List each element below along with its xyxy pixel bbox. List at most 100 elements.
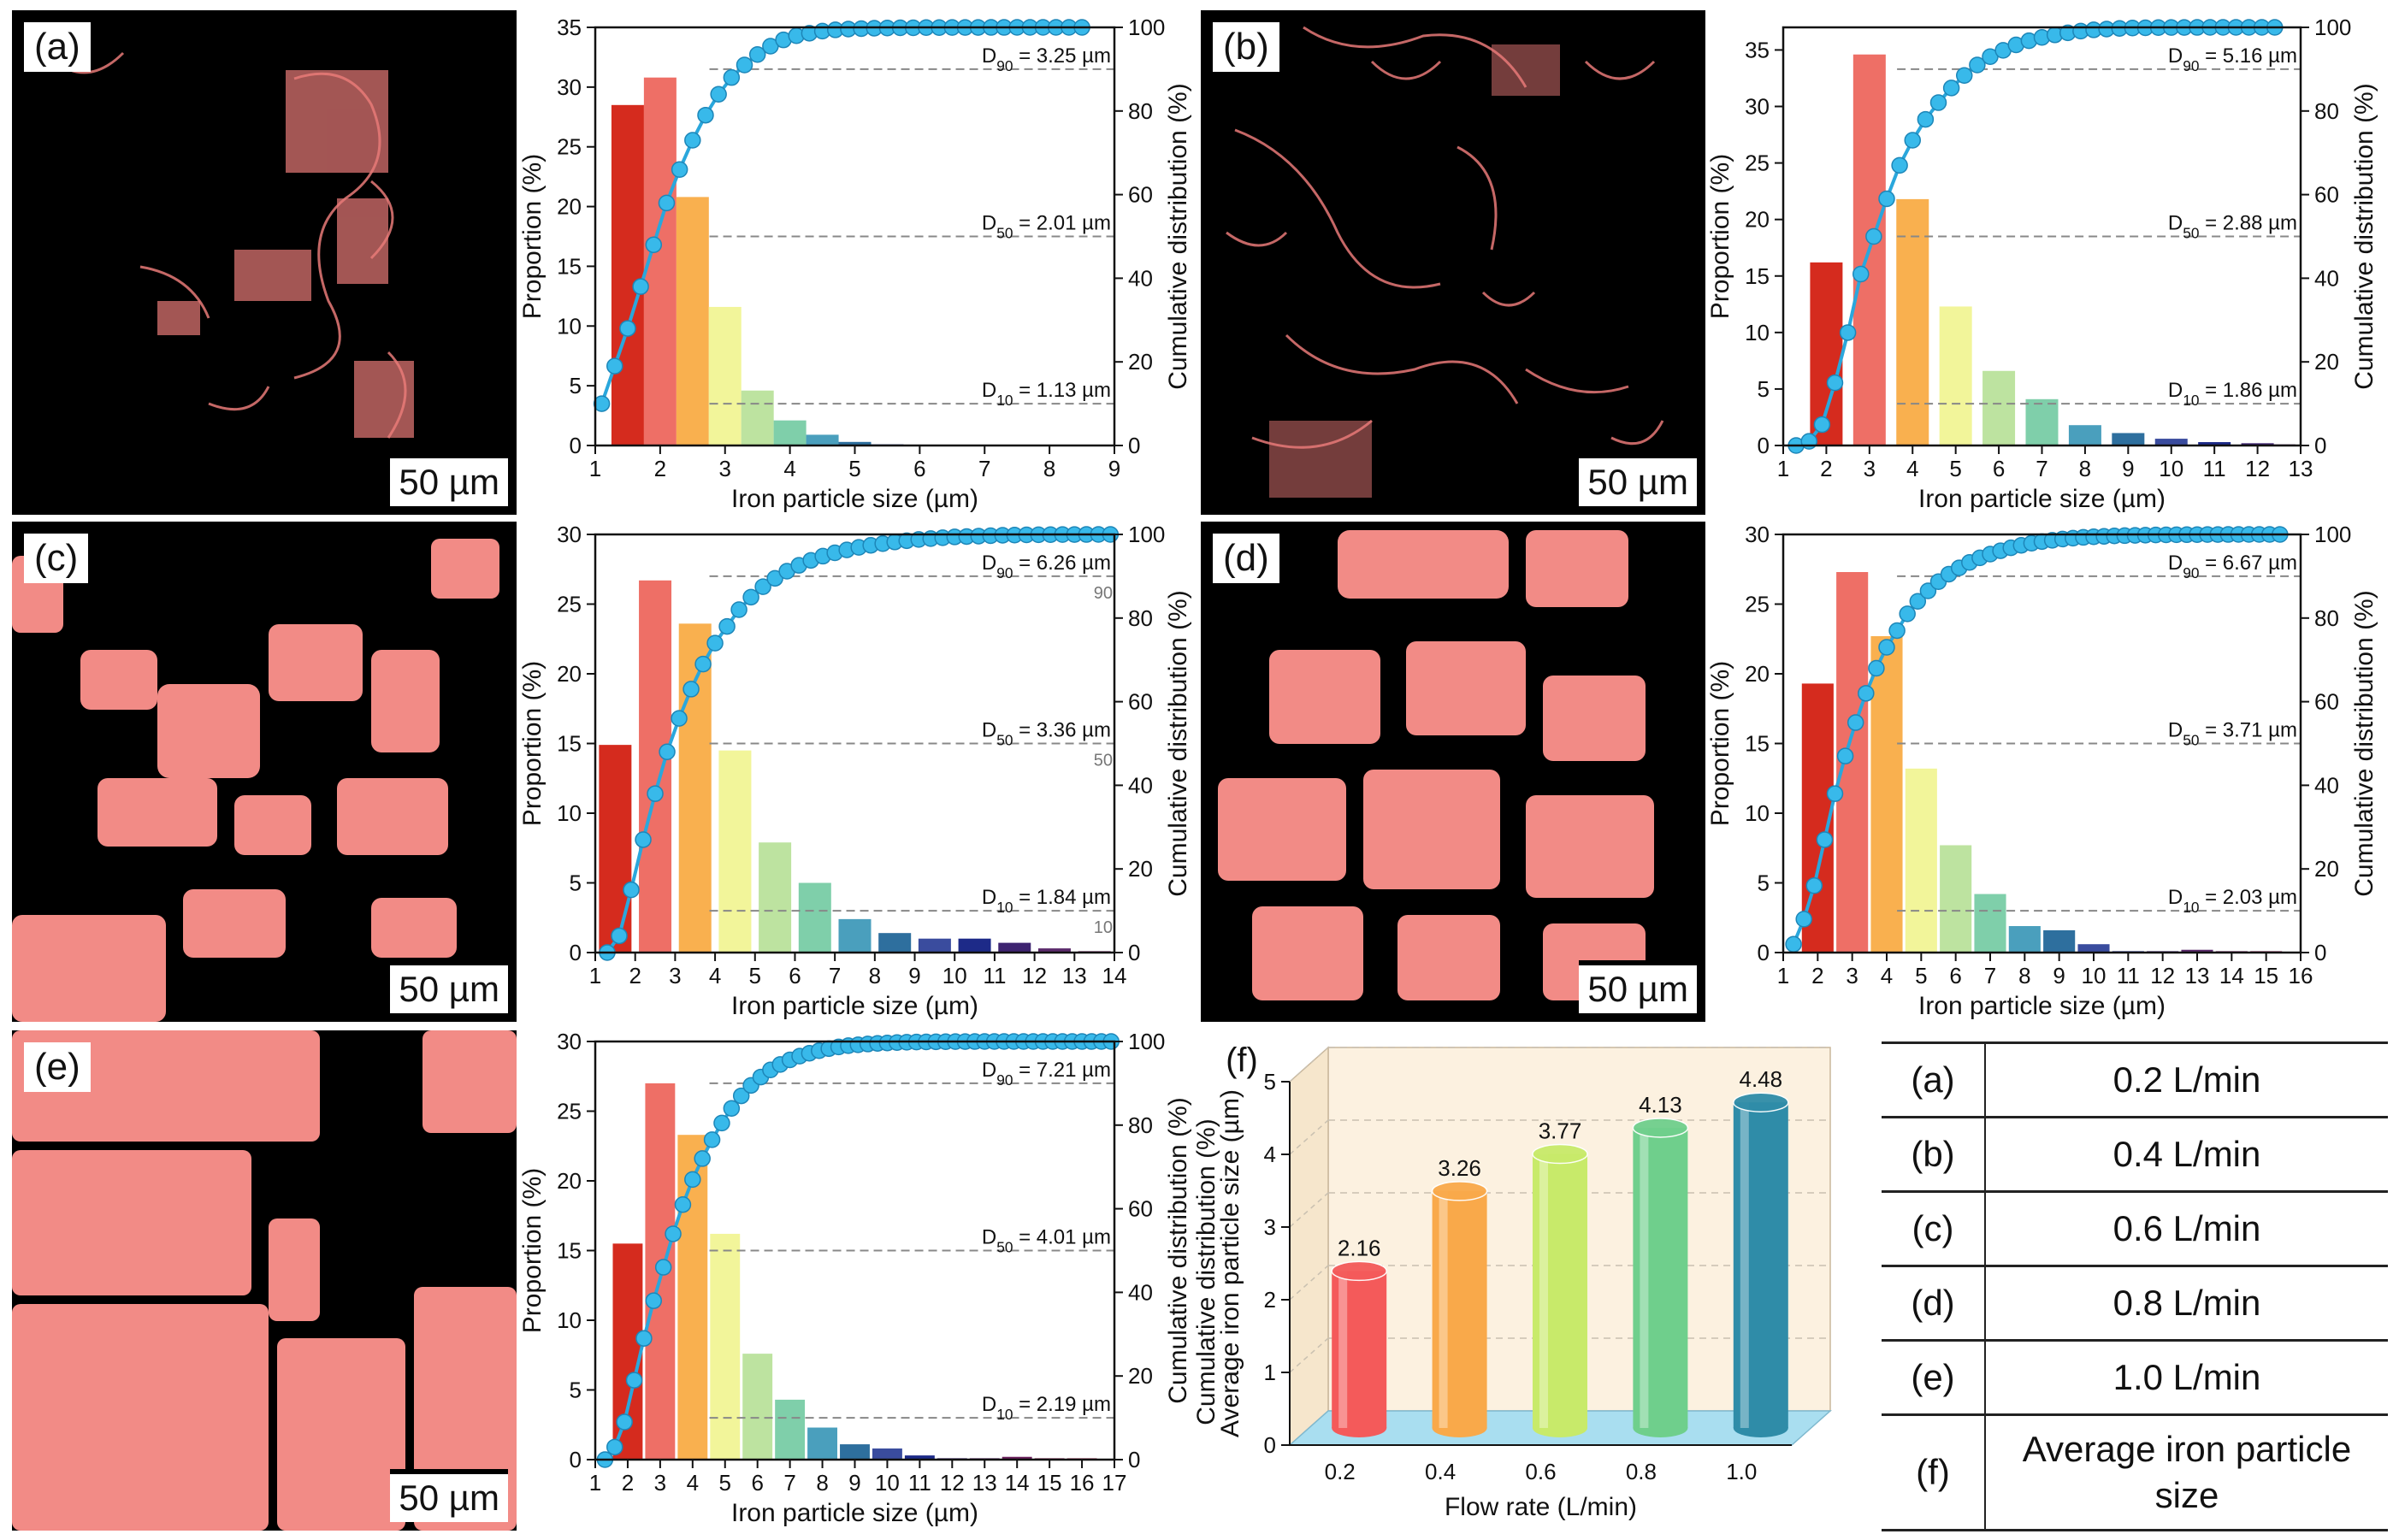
- cumulative-point: [723, 68, 741, 86]
- y-tick-label: 10: [557, 800, 582, 826]
- cumulative-point: [659, 743, 676, 761]
- y2-tick-label: 0: [2314, 433, 2326, 458]
- histogram-bar: [1002, 1456, 1032, 1460]
- x-tick-label: 5: [1949, 456, 1961, 481]
- y-tick-label: 35: [557, 15, 582, 40]
- data-label: 3.26: [1438, 1155, 1481, 1181]
- cumulative-point: [665, 1225, 682, 1242]
- inner-tick-label: 90: [1094, 584, 1113, 603]
- y-tick-label: 30: [557, 1029, 582, 1054]
- grain-texture: [54, 51, 414, 439]
- y2-tick-label: 0: [2314, 940, 2326, 965]
- cylinder-top: [1431, 1181, 1488, 1201]
- data-label: 4.13: [1639, 1092, 1682, 1118]
- cumulative-point: [1865, 227, 1882, 245]
- histogram-bar: [677, 1135, 708, 1460]
- quantile-label: D10 = 1.84 µm: [982, 886, 1111, 916]
- x-tick-label: 7: [1984, 963, 1996, 988]
- x-tick-label: 6: [1949, 963, 1961, 988]
- y2-axis-label: Cumulative distribution (%): [1164, 83, 1192, 389]
- cumulative-point: [1888, 622, 1906, 640]
- x-tick-label: 9: [848, 1470, 860, 1496]
- y2-tick-label: 60: [1128, 182, 1153, 208]
- x-tick-label: 1: [589, 1470, 601, 1496]
- panel-label: (d): [1213, 534, 1279, 583]
- histogram-bar: [878, 933, 912, 953]
- y2-axis-label: Cumulative distribution (%): [1164, 590, 1192, 896]
- cumulative-point: [611, 927, 628, 945]
- flow-rate-table: (a) 0.2 L/min (b) 0.4 L/min (c) 0.6 L/min (…: [1882, 1041, 2388, 1531]
- y-tick-label: 2: [1264, 1287, 1276, 1313]
- scale-bar: 50 µm: [1579, 453, 1697, 506]
- y-tick-label: 30: [1745, 522, 1770, 547]
- y-tick-label: 15: [1745, 731, 1770, 757]
- x-tick-label: 15: [1037, 1470, 1062, 1496]
- cumulative-point: [645, 1292, 663, 1309]
- quantile-label: D50 = 3.36 µm: [982, 719, 1111, 749]
- cumulative-point: [1868, 659, 1885, 677]
- cylinder-top: [1733, 1092, 1789, 1112]
- cylinder-body: [1332, 1271, 1387, 1428]
- cylinder-highlight: [1539, 1154, 1548, 1428]
- histogram-bar: [872, 1448, 902, 1460]
- x-tick-label: 0.6: [1525, 1459, 1556, 1484]
- x-tick-label: 10: [2159, 456, 2183, 481]
- cumulative-point: [694, 655, 712, 673]
- x-tick-label: 1: [589, 963, 601, 988]
- cylinder-highlight: [1640, 1127, 1649, 1428]
- cumulative-point: [658, 194, 676, 212]
- histogram-bar: [676, 197, 709, 445]
- y-tick-label: 0: [570, 940, 582, 965]
- x-tick-label: 2: [654, 456, 666, 481]
- y2-tick-label: 40: [1128, 265, 1153, 291]
- x-tick-label: 14: [1102, 963, 1127, 988]
- y2-tick-label: 20: [1128, 856, 1153, 882]
- cumulative-point: [1813, 416, 1831, 434]
- y2-tick-label: 40: [2314, 265, 2339, 291]
- y2-tick-label: 80: [1128, 605, 1153, 631]
- quantile-label: D50 = 2.88 µm: [2168, 212, 2297, 242]
- cumulative-point: [1805, 877, 1823, 894]
- y2-tick-label: 20: [1128, 349, 1153, 375]
- quantile-label: D90 = 6.26 µm: [982, 552, 1111, 581]
- cumulative-point: [1891, 156, 1908, 174]
- x-axis-label: Flow rate (L/min): [1445, 1493, 1637, 1521]
- micrograph-d: (d) 50 µm: [1201, 522, 1705, 1022]
- histogram-bar: [2154, 439, 2188, 445]
- y-axis-label: Proportion (%): [518, 661, 547, 826]
- y2-tick-label: 60: [1128, 689, 1153, 715]
- cumulative-point: [1878, 639, 1895, 656]
- y2-tick-label: 20: [2314, 856, 2339, 882]
- x-tick-label: 13: [1062, 963, 1087, 988]
- histogram-bar: [775, 1399, 806, 1460]
- x-tick-label: 4: [783, 456, 795, 481]
- x-tick-label: 13: [2185, 963, 2210, 988]
- cumulative-point: [625, 1372, 643, 1389]
- histogram-bar: [807, 1427, 838, 1460]
- histogram-bar: [710, 1233, 741, 1460]
- quantile-label: D50 = 2.01 µm: [982, 212, 1111, 242]
- cumulative-point: [1852, 265, 1870, 283]
- y-tick-label: 0: [1264, 1432, 1276, 1458]
- x-tick-label: 5: [1915, 963, 1927, 988]
- cumulative-point: [1858, 685, 1875, 702]
- histogram-bar: [2077, 944, 2110, 953]
- y-tick-label: 25: [557, 134, 582, 160]
- data-label: 3.77: [1539, 1118, 1582, 1144]
- histogram-bar: [1974, 894, 2006, 953]
- cumulative-point: [635, 1330, 653, 1347]
- x-tick-label: 5: [749, 963, 761, 988]
- cumulative-point: [623, 881, 640, 899]
- x-tick-label: 7: [2036, 456, 2047, 481]
- histogram-bar: [958, 938, 991, 953]
- cylinder-top: [1632, 1118, 1689, 1138]
- cumulative-point: [674, 1195, 692, 1213]
- y2-tick-label: 20: [1128, 1363, 1153, 1389]
- y-axis-label-overlay: Cumulative distribution (%): [1192, 1118, 1220, 1425]
- y-axis-label: Proportion (%): [518, 154, 547, 319]
- x-tick-label: 11: [983, 963, 1006, 988]
- grain-texture: [1218, 530, 1654, 1000]
- x-axis-label: Iron particle size (µm): [1918, 485, 2166, 513]
- x-tick-label: 2: [1820, 456, 1832, 481]
- cylinder-top: [1532, 1143, 1588, 1165]
